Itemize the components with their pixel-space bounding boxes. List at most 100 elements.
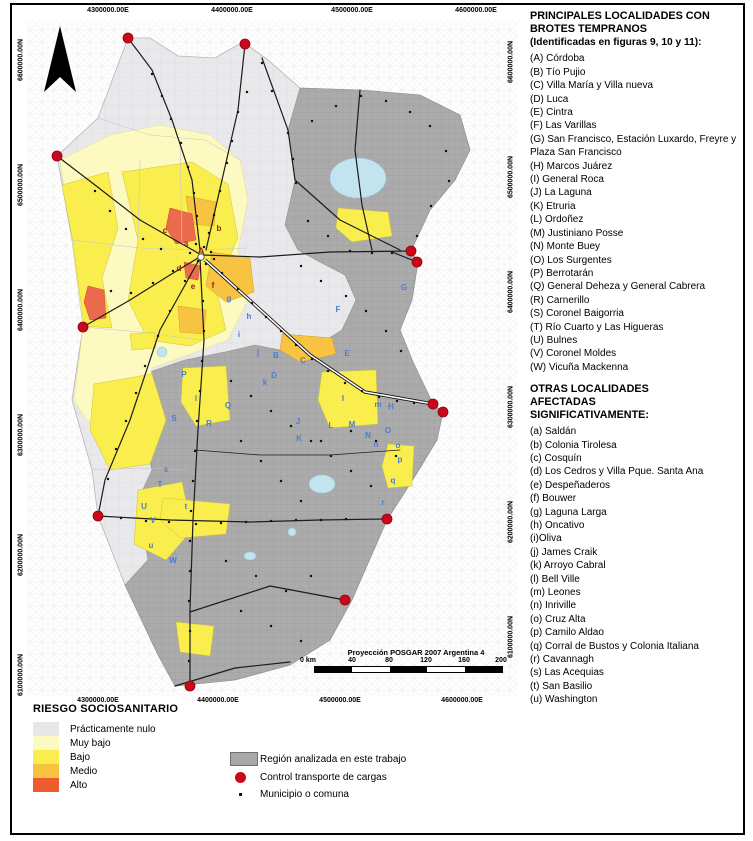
right-panel: PRINCIPALES LOCALIDADES CON BROTES TEMPR… bbox=[530, 10, 745, 707]
municipio-dot bbox=[179, 141, 183, 145]
municipio-dot bbox=[194, 522, 198, 526]
control-point-dot bbox=[411, 256, 423, 268]
locality-letter-B: B bbox=[273, 351, 279, 360]
locality-letter-F: F bbox=[336, 305, 341, 314]
municipio-dot bbox=[306, 219, 310, 223]
scale-tick: 0 km bbox=[300, 657, 316, 664]
municipio-dot bbox=[198, 389, 202, 393]
municipio-dot bbox=[108, 209, 112, 213]
cordoba-city-node bbox=[197, 253, 205, 261]
scale-tick: 80 bbox=[385, 657, 393, 664]
northing-label-left-5: 6100000.00N bbox=[17, 653, 25, 697]
municipio-dot bbox=[204, 262, 208, 266]
easting-label-bottom-3: 4600000.00E bbox=[441, 697, 483, 704]
legend-label: Región analizada en este trabajo bbox=[260, 753, 407, 765]
municipio-dot bbox=[344, 517, 348, 521]
municipio-dot bbox=[369, 484, 373, 488]
control-point-dot bbox=[122, 32, 134, 44]
risk-legend-title: RIESGO SOCIOSANITARIO bbox=[33, 703, 179, 715]
scale-ticks: 0 km 40 80 120 160 200 bbox=[300, 657, 518, 666]
control-point-dot bbox=[77, 321, 89, 333]
locality-item: (V) Coronel Moldes bbox=[530, 348, 617, 360]
municipio-dot bbox=[284, 589, 288, 593]
locality-letter-D: D bbox=[271, 371, 277, 380]
municipio-dot bbox=[244, 520, 248, 524]
locality-letter-n: n bbox=[374, 440, 379, 449]
locality-letter-R: R bbox=[206, 419, 212, 428]
municipio-dot bbox=[394, 454, 398, 458]
locality-letter-k: k bbox=[263, 378, 268, 387]
locality-letter-N: N bbox=[365, 431, 371, 440]
municipio-dot bbox=[349, 469, 353, 473]
municipio-dot bbox=[374, 439, 378, 443]
department-borders bbox=[71, 117, 249, 471]
locality-item: (S) Coronel Baigorria bbox=[530, 308, 624, 320]
municipio-dot bbox=[286, 131, 290, 135]
locality-item: (H) Marcos Juárez bbox=[530, 160, 613, 172]
municipio-dot bbox=[186, 165, 190, 169]
risk-label: Alto bbox=[70, 779, 88, 791]
risk-label: Medio bbox=[70, 765, 98, 777]
municipio-dot bbox=[259, 459, 263, 463]
municipio-dot bbox=[377, 395, 381, 399]
municipio-dot bbox=[194, 242, 198, 246]
locality-item: (D) Luca bbox=[530, 93, 569, 105]
locality-item: (O) Los Surgentes bbox=[530, 254, 612, 266]
easting-label-bottom-2: 4500000.00E bbox=[319, 697, 361, 704]
municipio-dot bbox=[201, 299, 205, 303]
municipio-dot bbox=[193, 449, 197, 453]
easting-label-bottom-0: 4300000.00E bbox=[77, 697, 119, 704]
map-legend-row: Municipio o comuna bbox=[230, 789, 406, 800]
control-dot-symbol bbox=[230, 772, 260, 783]
scale-bar: Proyección POSGAR 2007 Argentina 4 0 km … bbox=[300, 648, 518, 673]
municipio-dot bbox=[299, 499, 303, 503]
municipio-dot bbox=[299, 639, 303, 643]
locality-letter-U: U bbox=[141, 502, 147, 511]
municipio-dot bbox=[109, 289, 113, 293]
municipio-dot bbox=[254, 574, 258, 578]
other-locality-item: (k) Arroyo Cabral bbox=[530, 560, 606, 572]
scale-tick: 40 bbox=[348, 657, 356, 664]
municipio-dot bbox=[220, 271, 224, 275]
municipio-dot bbox=[260, 61, 264, 65]
locality-letter-V: V bbox=[150, 516, 156, 525]
municipio-dot bbox=[370, 251, 374, 255]
locality-letter-a: a bbox=[184, 239, 189, 248]
municipio-dot bbox=[444, 149, 448, 153]
northing-label-left-2: 6400000.00N bbox=[17, 288, 25, 332]
municipio-dot bbox=[279, 479, 283, 483]
municipio-dot bbox=[384, 99, 388, 103]
northing-label-right-3: 6300000.00N bbox=[507, 385, 515, 429]
locality-letter-e: e bbox=[191, 282, 196, 291]
risk-label: Prácticamente nulo bbox=[70, 723, 156, 735]
easting-label-top-3: 4600000.00E bbox=[455, 7, 497, 14]
municipio-dot bbox=[219, 521, 223, 525]
other-locality-item: (j) James Craik bbox=[530, 546, 598, 558]
locality-item: (G) San Francisco, Estación Luxardo, Fre… bbox=[530, 133, 737, 159]
municipio-dot bbox=[129, 291, 133, 295]
other-locality-item: (p) Camilo Aldao bbox=[530, 627, 604, 639]
municipio-dot bbox=[143, 364, 147, 368]
municipio-dot bbox=[188, 539, 192, 543]
scale-segment bbox=[464, 667, 503, 672]
locality-item: (C) Villa María y Villa nueva bbox=[530, 80, 654, 92]
municipio-dot bbox=[183, 279, 187, 283]
northing-label-left-1: 6500000.00N bbox=[17, 163, 25, 207]
risk-label: Muy bajo bbox=[70, 737, 111, 749]
locality-item: (J) La Laguna bbox=[530, 187, 592, 199]
municipio-dot bbox=[202, 245, 206, 249]
locality-item: (U) Bulnes bbox=[530, 334, 578, 346]
locality-letter-q: q bbox=[391, 476, 396, 485]
locality-letter-j: j bbox=[256, 348, 259, 357]
locality-letter-H: H bbox=[388, 402, 394, 411]
locality-item: (Q) General Deheza y General Cabrera bbox=[530, 281, 706, 293]
scale-segment bbox=[389, 667, 428, 672]
locality-letter-u: u bbox=[149, 541, 154, 550]
municipio-dot bbox=[294, 518, 298, 522]
municipio-dot bbox=[319, 279, 323, 283]
legend-label: Control transporte de cargas bbox=[260, 772, 387, 783]
municipio-dot bbox=[348, 249, 352, 253]
control-point-dot bbox=[51, 150, 63, 162]
municipio-dot bbox=[212, 213, 216, 217]
other-locality-item: (l) Bell Ville bbox=[530, 573, 580, 585]
